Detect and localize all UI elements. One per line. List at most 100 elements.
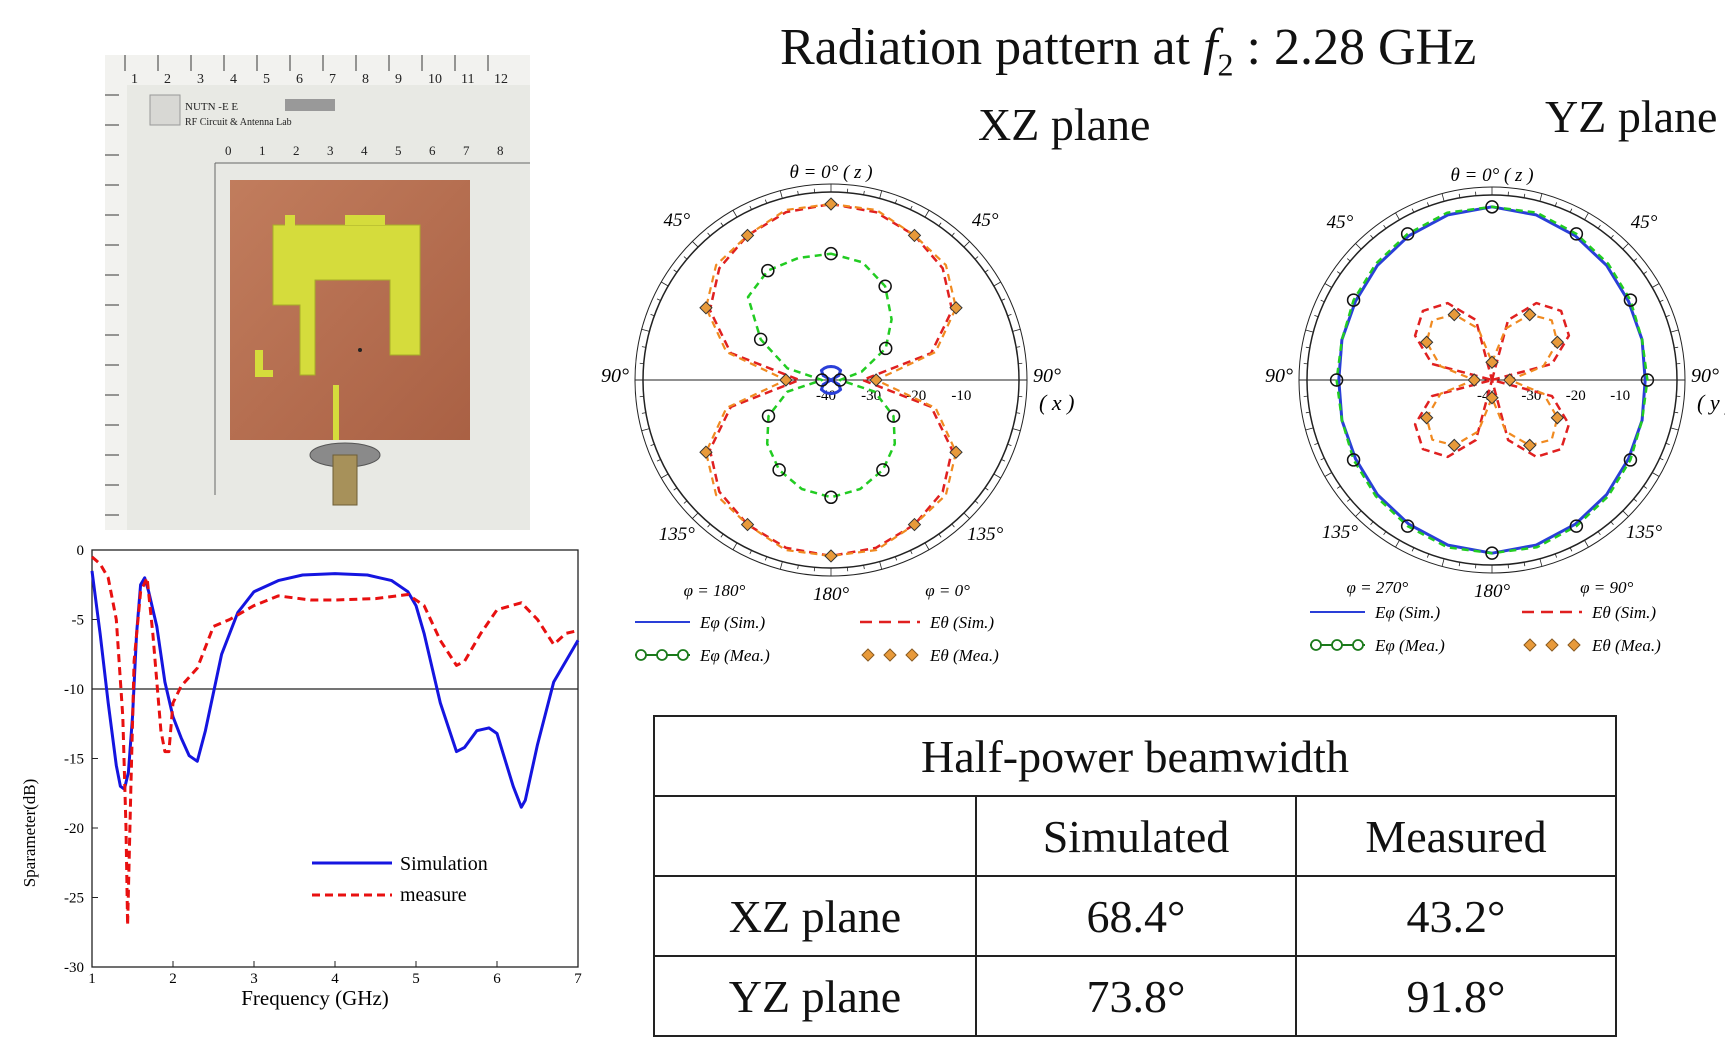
polar-angle-tick — [780, 191, 782, 199]
polar-label-lower-right: 135° — [967, 524, 1004, 545]
polar-radial-label: -20 — [1566, 388, 1586, 404]
polar-angle-tick — [765, 557, 766, 561]
polar-angle-tick — [952, 524, 955, 527]
polar-angle-tick — [651, 314, 655, 315]
polar-angle-tick — [1623, 511, 1629, 517]
s11-x-tick-label: 1 — [88, 971, 96, 987]
polar-angle-tick — [657, 299, 661, 301]
lab-label-line1: NUTN -E E — [185, 101, 238, 113]
ruler-label: 9 — [395, 72, 402, 87]
polar-angle-tick — [1671, 330, 1679, 332]
polar-radial-label: -10 — [951, 388, 971, 404]
polar-angle-tick — [1555, 554, 1556, 558]
polar-label-phi-right: φ = 90° — [1580, 578, 1633, 597]
polar-angle-tick — [1412, 548, 1414, 552]
polar-angle-tick — [708, 233, 711, 236]
title-prefix: Radiation pattern at — [780, 19, 1203, 76]
legend-marker-circle — [636, 650, 646, 660]
polar-angle-tick — [1442, 559, 1444, 567]
polar-angle-tick — [661, 282, 668, 286]
polar-angle-tick — [1347, 259, 1350, 262]
polar-angle-tick — [684, 501, 687, 504]
legend-marker-circle — [678, 650, 688, 660]
polar-angle-tick — [1314, 315, 1318, 316]
polar-angle-tick — [895, 557, 896, 561]
polar-angle-tick — [1356, 511, 1362, 517]
polar-angle-tick — [1634, 499, 1637, 502]
polar-angle-tick — [1598, 532, 1600, 535]
polar-angle-tick — [925, 543, 929, 550]
polar-angle-tick — [1666, 315, 1670, 316]
polar-angle-tick — [733, 543, 737, 550]
polar-angle-tick — [692, 513, 698, 519]
polar-marker-e-phi-mea — [877, 464, 889, 476]
table-cell: YZ plane — [654, 956, 976, 1036]
polar-label-axis: ( x ) — [1039, 390, 1074, 415]
legend-label-simulation: Simulation — [400, 853, 488, 875]
polar-angle-tick — [1585, 213, 1589, 220]
polar-angle-tick — [895, 200, 896, 204]
s11-x-tick-label: 7 — [574, 971, 582, 987]
polar-angle-tick — [985, 270, 988, 272]
polar-marker-e-theta-mea — [825, 198, 837, 210]
polar-angle-tick — [765, 200, 766, 204]
s11-x-tick-label: 5 — [412, 971, 420, 987]
polar-angle-tick — [1008, 444, 1012, 445]
legend-label-e-phi-mea: Eφ (Mea.) — [1374, 636, 1445, 655]
table-title-text: Half-power beamwidth — [921, 731, 1349, 782]
polar-angle-tick — [750, 550, 752, 554]
polar-label-right: 90° — [1691, 365, 1719, 387]
polar-radial-label: -30 — [1521, 388, 1541, 404]
legend-label-e-theta-mea: Eθ (Mea.) — [1591, 636, 1661, 655]
title-symbol: f — [1203, 19, 1217, 76]
ruler-label: 0 — [225, 143, 232, 158]
polar-label-top: θ = 0° ( z ) — [1450, 165, 1533, 186]
polar-angle-tick — [1644, 272, 1647, 274]
polar-label-left: 90° — [1265, 365, 1293, 387]
legend-marker-diamond — [1568, 639, 1580, 651]
polar-angle-tick — [939, 534, 941, 537]
ruler-label: 7 — [463, 143, 470, 158]
polar-label-bottom: 180° — [813, 584, 850, 605]
page-title: Radiation pattern at f2 : 2.28 GHz — [780, 18, 1476, 83]
polar-angle-tick — [910, 206, 912, 210]
polar-angle-tick — [1623, 244, 1629, 250]
polar-angle-tick — [1384, 532, 1386, 535]
lab-label-line2: RF Circuit & Antenna Lab — [185, 117, 292, 128]
polar-label-bottom: 180° — [1474, 581, 1511, 602]
title-suffix: : 2.28 GHz — [1234, 19, 1477, 76]
polar-label-upper-left: 45° — [664, 210, 691, 231]
polar-angle-tick — [1396, 213, 1400, 220]
polar-radial-label: -40 — [816, 388, 836, 404]
ruler-label: 5 — [395, 143, 402, 158]
polar-angle-tick — [975, 257, 978, 260]
table-header-cell: Measured — [1296, 796, 1616, 876]
polar-angle-tick — [1337, 272, 1340, 274]
legend-label-e-phi-sim: Eφ (Sim.) — [1374, 603, 1440, 622]
ruler-label: 1 — [131, 72, 138, 87]
polar-angle-tick — [1347, 499, 1350, 502]
s11-y-tick-label: 0 — [77, 543, 85, 559]
table-header-row: Half-power beamwidth — [654, 716, 1616, 796]
s11-y-tick-label: -20 — [64, 821, 84, 837]
polar-label-upper-left: 45° — [1327, 212, 1354, 233]
ruler-label: 3 — [197, 72, 204, 87]
s11-y-tick-label: -5 — [72, 613, 85, 629]
legend-marker-circle — [1332, 640, 1342, 650]
polar-angle-tick — [1598, 225, 1600, 228]
polar-label-top: θ = 0° ( z ) — [789, 162, 872, 183]
polar-angle-tick — [651, 444, 655, 445]
polar-angle-tick — [1634, 259, 1637, 262]
polar-label-axis: ( y ) — [1697, 390, 1725, 415]
table-cell: 43.2° — [1296, 876, 1616, 956]
polar-angle-tick — [1570, 548, 1572, 552]
ruler-label: 3 — [327, 143, 334, 158]
ruler-label: 4 — [230, 72, 237, 87]
polar-label-lower-left: 135° — [659, 524, 696, 545]
legend-label-e-phi-mea: Eφ (Mea.) — [699, 646, 770, 665]
ruler-label: 10 — [428, 72, 442, 87]
polar-angle-tick — [1325, 284, 1332, 288]
s11-series — [92, 557, 578, 925]
